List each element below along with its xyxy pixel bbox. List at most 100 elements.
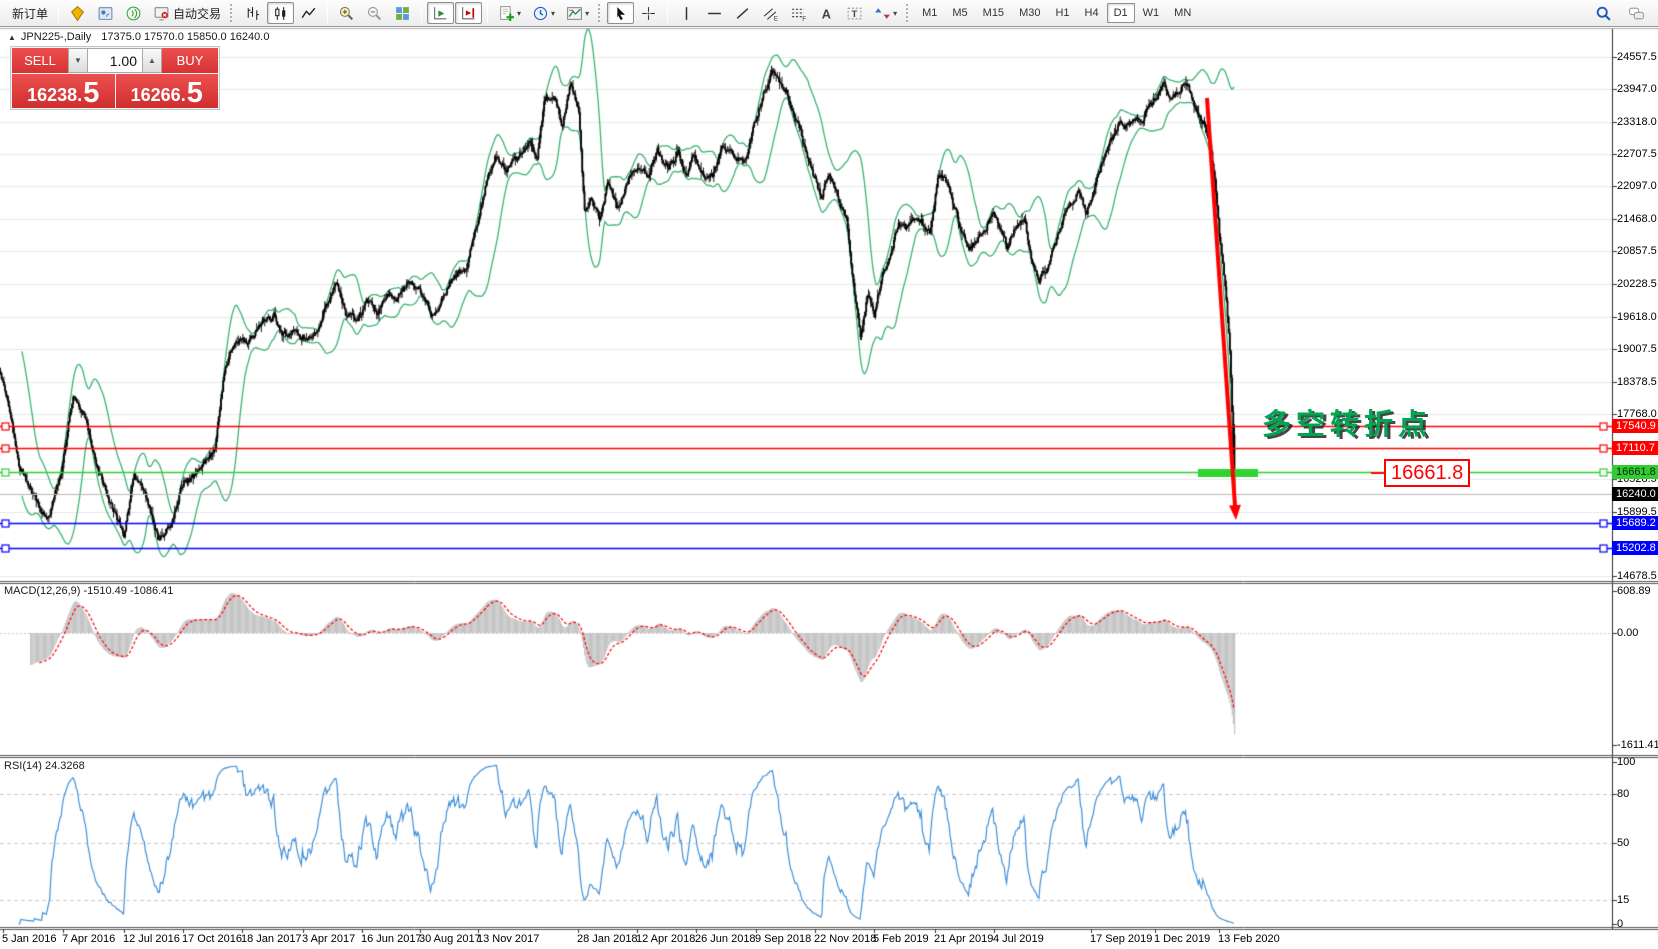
sell-price-dot: . xyxy=(77,85,83,105)
timeframe-button-mn[interactable]: MN xyxy=(1174,7,1192,19)
timeframe-button-h4[interactable]: H4 xyxy=(1084,7,1099,19)
line-chart-button[interactable] xyxy=(295,2,322,24)
indicators-icon xyxy=(498,5,515,22)
dropdown-caret-icon[interactable]: ▾ xyxy=(551,8,556,18)
equidistant-channel-button[interactable]: E xyxy=(757,2,784,24)
periods-icon xyxy=(532,5,549,22)
market-watch-button[interactable] xyxy=(64,2,91,24)
tile-windows-button[interactable] xyxy=(389,2,416,24)
svg-text:A: A xyxy=(822,6,831,21)
text-icon: A xyxy=(818,5,835,22)
new-order-button-label: 新订单 xyxy=(12,6,49,21)
sell-button[interactable]: SELL xyxy=(12,48,68,73)
trendline-button[interactable] xyxy=(729,2,756,24)
market-watch-icon xyxy=(69,5,86,22)
arrows-button[interactable]: ▾ xyxy=(869,2,902,24)
timeframe-button-h1[interactable]: H1 xyxy=(1055,7,1070,19)
navigator-button[interactable] xyxy=(92,2,119,24)
zoom-out-button[interactable] xyxy=(361,2,388,24)
crosshair-button[interactable] xyxy=(635,2,662,24)
horizontal-line-button[interactable] xyxy=(701,2,728,24)
toolbar-separator xyxy=(487,3,489,23)
vertical-line-button[interactable] xyxy=(673,2,700,24)
price-callout-box[interactable]: 16661.8 xyxy=(1384,459,1471,487)
symbol-ohlc: 17375.0 17570.0 15850.0 16240.0 xyxy=(101,31,270,43)
text-label-button[interactable]: T xyxy=(841,2,868,24)
chart-shift-button[interactable] xyxy=(455,2,483,24)
volume-input[interactable] xyxy=(88,48,142,73)
sell-price-main: 16238 xyxy=(27,85,78,105)
chat-icon xyxy=(1628,5,1645,22)
navigator-icon xyxy=(97,5,114,22)
candlestick-chart-icon xyxy=(272,5,289,22)
symbol-header[interactable]: ▲ JPN225-,Daily 17375.0 17570.0 15850.0 16… xyxy=(8,31,269,43)
auto-trading-button[interactable]: 自动交易 xyxy=(148,2,226,24)
auto-trading-icon xyxy=(153,5,170,22)
crosshair-icon xyxy=(640,5,657,22)
dropdown-caret-icon[interactable]: ▾ xyxy=(585,8,590,18)
buy-button[interactable]: BUY xyxy=(162,48,218,73)
sounds-icon xyxy=(125,5,142,22)
candlestick-chart-button[interactable] xyxy=(267,2,295,24)
templates-button[interactable]: ▾ xyxy=(561,2,594,24)
trendline-icon xyxy=(734,5,751,22)
main-toolbar: 新订单 自动交易 ▾ ▾ ▾ E F A T ▾ M1 M5 M15 M30 H1 H4 D1 W1 MN xyxy=(0,0,1658,27)
zoom-in-button[interactable] xyxy=(333,2,360,24)
volume-decrease-button[interactable]: ▼ xyxy=(68,48,88,73)
spin-down-icon: ▼ xyxy=(74,56,82,65)
timeframe-button-m30[interactable]: M30 xyxy=(1019,7,1041,19)
buy-price-big-digit: 5 xyxy=(186,77,203,109)
indicators-button[interactable]: ▾ xyxy=(493,2,526,24)
one-click-trading-panel: SELL ▼ ▲ BUY 16238.5 16266.5 xyxy=(10,46,220,110)
cursor-button[interactable] xyxy=(607,2,635,24)
chat-button[interactable] xyxy=(1623,2,1650,24)
dropdown-caret-icon[interactable]: ▾ xyxy=(893,8,898,18)
sell-price[interactable]: 16238. 5 xyxy=(12,74,115,108)
sell-price-big-digit: 5 xyxy=(83,77,100,109)
dropdown-caret-icon[interactable]: ▾ xyxy=(517,8,522,18)
toolbar-right-group xyxy=(1590,2,1654,24)
sounds-button[interactable] xyxy=(120,2,147,24)
text-button[interactable]: A xyxy=(813,2,840,24)
buy-price[interactable]: 16266. 5 xyxy=(115,74,218,109)
timeframe-button-m1[interactable]: M1 xyxy=(922,7,938,19)
toolbar-separator xyxy=(58,3,60,23)
arrows-icon xyxy=(874,5,891,22)
line-chart-icon xyxy=(300,5,317,22)
timeframe-button-d1[interactable]: D1 xyxy=(1106,3,1135,23)
chart-shift-icon xyxy=(460,5,477,22)
equidistant-channel-icon: E xyxy=(762,5,779,22)
svg-text:E: E xyxy=(774,15,778,22)
new-order-button[interactable]: 新订单 xyxy=(4,2,53,24)
vertical-line-icon xyxy=(678,5,695,22)
buy-price-dot: . xyxy=(180,85,186,105)
toolbar-drag-grip[interactable] xyxy=(230,4,235,22)
cursor-icon xyxy=(612,5,629,22)
search-button[interactable] xyxy=(1590,2,1617,24)
turning-point-annotation: 多空转折点 xyxy=(1262,409,1433,441)
collapse-panel-icon[interactable]: ▲ xyxy=(8,33,16,42)
timeframe-button-m15[interactable]: M15 xyxy=(982,7,1005,19)
symbol-title: JPN225-,Daily xyxy=(20,31,92,43)
timeframe-button-w1[interactable]: W1 xyxy=(1142,7,1160,19)
timeframe-button-m5[interactable]: M5 xyxy=(952,7,968,19)
bar-chart-icon xyxy=(244,5,261,22)
zoom-out-icon xyxy=(366,5,383,22)
auto-scroll-icon xyxy=(432,5,449,22)
toolbar-separator xyxy=(667,3,669,23)
text-label-icon: T xyxy=(846,5,863,22)
zoom-in-icon xyxy=(338,5,355,22)
horizontal-line-icon xyxy=(706,5,723,22)
auto-scroll-button[interactable] xyxy=(427,2,455,24)
toolbar-separator xyxy=(327,3,329,23)
volume-increase-button[interactable]: ▲ xyxy=(142,48,162,73)
bar-chart-button[interactable] xyxy=(239,2,266,24)
tile-windows-icon xyxy=(394,5,411,22)
toolbar-drag-grip[interactable] xyxy=(598,4,603,22)
fibonacci-button[interactable]: F xyxy=(785,2,812,24)
toolbar-drag-grip[interactable] xyxy=(906,4,911,22)
auto-trading-button-label: 自动交易 xyxy=(173,6,222,21)
periods-button[interactable]: ▾ xyxy=(527,2,560,24)
